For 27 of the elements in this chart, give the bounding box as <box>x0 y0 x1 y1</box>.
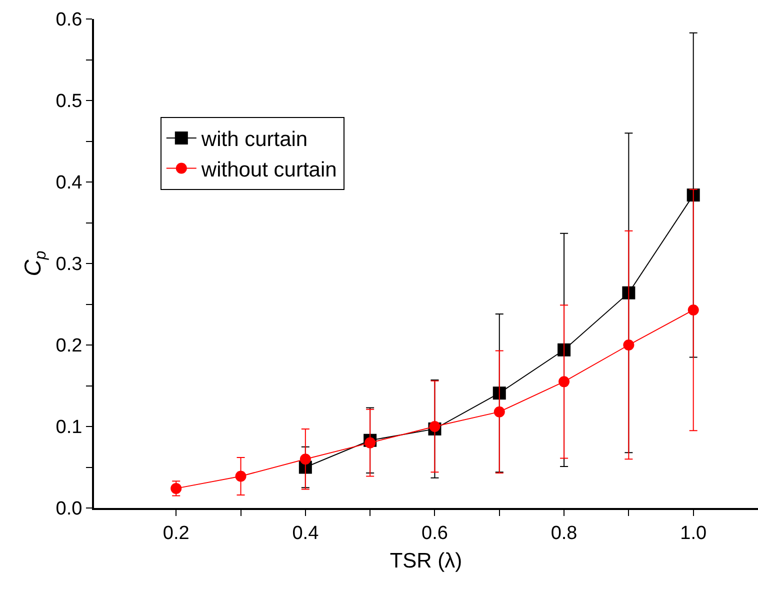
y-tick-label: 0.5 <box>56 91 82 112</box>
x-tick-label: 1.0 <box>680 522 707 544</box>
point <box>170 482 182 494</box>
point <box>235 470 246 482</box>
y-tick-label: 0.0 <box>56 498 82 520</box>
y-tick-label: 0.6 <box>56 10 82 31</box>
point <box>688 304 699 316</box>
y-tick-label: 0.3 <box>56 254 82 276</box>
x-tick-label: 0.8 <box>550 522 578 544</box>
point <box>622 286 636 300</box>
point <box>300 454 311 465</box>
x-tick-label: 0.2 <box>162 522 190 544</box>
point <box>623 340 634 350</box>
x-tick-label: 0.4 <box>292 522 320 544</box>
legend-label: without curtain <box>200 158 337 182</box>
legend-label: with curtain <box>200 128 308 152</box>
y-tick-label: 0.2 <box>56 336 82 357</box>
x-axis-title: TSR (λ) <box>390 550 462 572</box>
x-tick-label: 0.6 <box>422 522 448 544</box>
y-tick-label: 0.4 <box>56 172 83 194</box>
point <box>494 406 505 418</box>
point <box>492 386 506 400</box>
point <box>558 343 571 356</box>
point <box>429 421 440 432</box>
point <box>558 376 570 388</box>
point <box>364 437 376 448</box>
y-tick-label: 0.1 <box>56 417 82 438</box>
